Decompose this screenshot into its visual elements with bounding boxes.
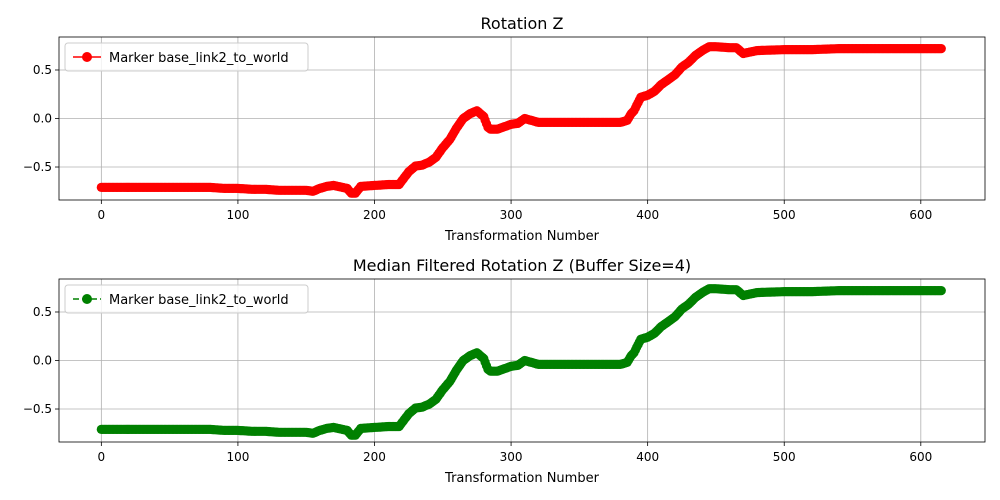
x-tick-label: 400 [636, 450, 659, 464]
x-tick-label: 500 [773, 208, 796, 222]
data-point [936, 44, 946, 54]
x-tick-label: 200 [363, 208, 386, 222]
x-tick-label: 400 [636, 208, 659, 222]
x-tick-label: 600 [909, 208, 932, 222]
x-tick-label: 300 [500, 450, 523, 464]
y-tick-label: −0.5 [23, 160, 52, 174]
legend-box [64, 284, 309, 314]
x-tick-label: 200 [363, 450, 386, 464]
x-tick-label: 0 [98, 208, 106, 222]
plot-area [96, 42, 946, 198]
x-tick-label: 500 [773, 450, 796, 464]
data-point [936, 286, 946, 296]
legend-marker-swatch [82, 294, 92, 304]
x-tick-label: 600 [909, 450, 932, 464]
x-axis-label: Transformation Number [444, 229, 600, 244]
y-tick-label: 0.5 [33, 305, 52, 319]
chart-median-filtered-rotation-z: Median Filtered Rotation Z (Buffer Size=… [23, 256, 986, 486]
x-tick-label: 100 [226, 450, 249, 464]
plot-area [96, 284, 946, 440]
chart-title: Median Filtered Rotation Z (Buffer Size=… [353, 256, 691, 275]
legend-marker-swatch [82, 52, 92, 62]
legend-label: Marker base_link2_to_world [109, 51, 289, 66]
legend-box [64, 42, 309, 72]
legend-label: Marker base_link2_to_world [109, 293, 289, 308]
x-tick-label: 100 [226, 208, 249, 222]
x-tick-label: 300 [500, 208, 523, 222]
x-axis-ticks: 0 100 200 300 400 500 600 [98, 200, 932, 222]
y-tick-label: 0.0 [33, 112, 52, 126]
x-tick-label: 0 [98, 450, 106, 464]
legend: Marker base_link2_to_world [64, 284, 309, 314]
chart-title: Rotation Z [481, 14, 564, 33]
x-axis-ticks: 0 100 200 300 400 500 600 [98, 442, 932, 464]
y-tick-label: 0.0 [33, 354, 52, 368]
y-axis-ticks: −0.5 0.0 0.5 [23, 305, 59, 416]
y-tick-label: −0.5 [23, 402, 52, 416]
x-axis-label: Transformation Number [444, 471, 600, 486]
chart-rotation-z: Rotation Z 0 100 200 300 400 500 600 −0.5 0.0 0.… [23, 14, 986, 244]
legend: Marker base_link2_to_world [64, 42, 309, 72]
y-tick-label: 0.5 [33, 63, 52, 77]
y-axis-ticks: −0.5 0.0 0.5 [23, 63, 59, 174]
